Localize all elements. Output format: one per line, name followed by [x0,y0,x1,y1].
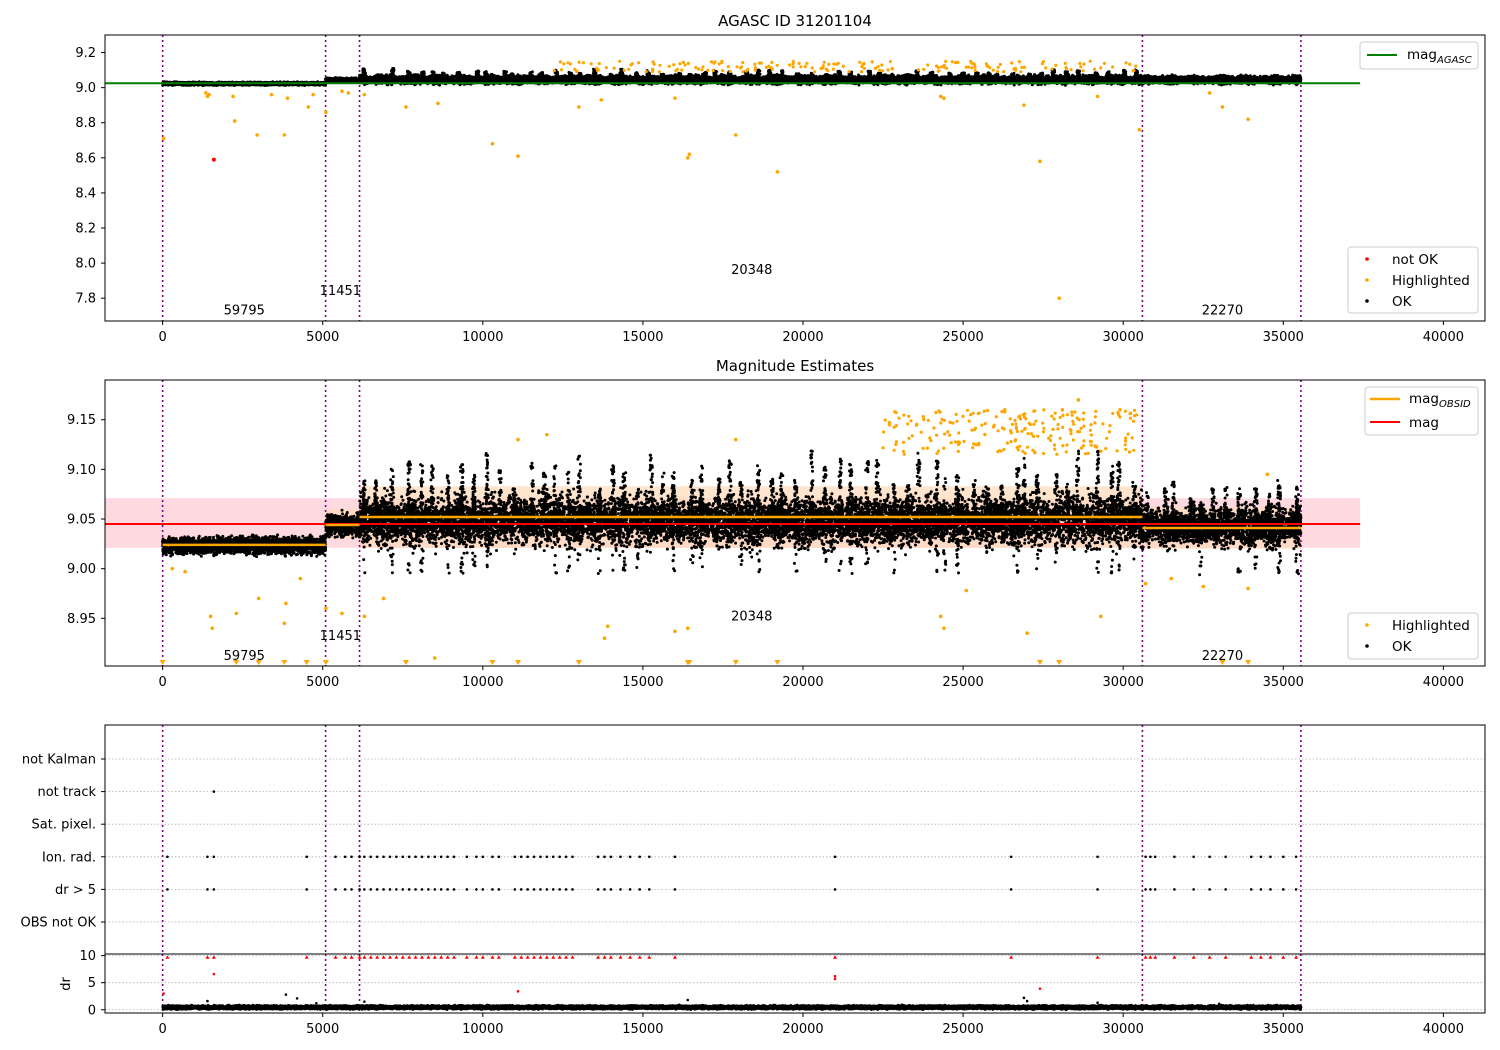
ok-point [338,78,342,82]
ok-point [345,79,349,83]
ok-point [352,76,356,80]
ok-point [331,78,335,82]
agasc-series-layer [105,35,1361,321]
ok-point [327,78,330,82]
ok-point [349,78,353,82]
agasc-panel-title: AGASC ID 31201104 [718,12,872,30]
